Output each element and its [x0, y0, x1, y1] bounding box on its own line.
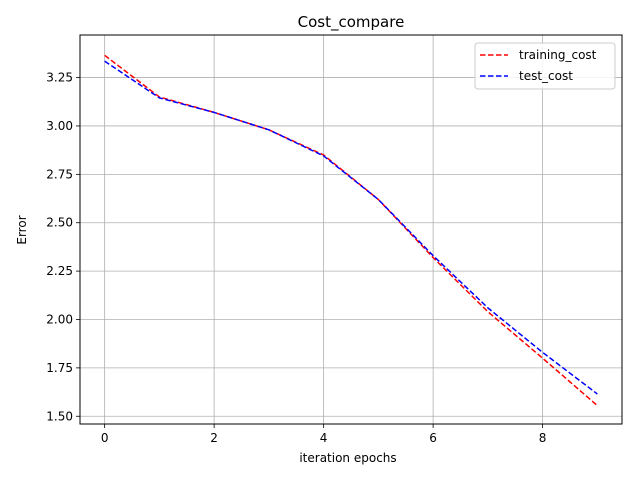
legend: training_cost test_cost: [474, 42, 616, 90]
x-tick-label: 6: [429, 431, 437, 445]
y-tick-label: 2.00: [46, 312, 73, 326]
axis-ticks: 0 2 4 6 8 1.50 1.75 2.00 2.25 2.50 2.75 3.00 3.25: [46, 71, 546, 445]
series-line-test-cost: [104, 60, 598, 395]
legend-box: [474, 42, 616, 90]
plot-frame: [79, 34, 623, 425]
y-tick-label: 3.25: [46, 71, 73, 85]
y-axis-title: Error: [15, 215, 29, 244]
x-tick-label: 2: [210, 431, 218, 445]
x-tick-label: 4: [320, 431, 328, 445]
x-tick-label: 8: [539, 431, 547, 445]
y-tick-label: 1.75: [46, 361, 73, 375]
series-line-training-cost: [104, 54, 598, 407]
x-axis-title: iteration epochs: [299, 451, 396, 465]
y-tick-label: 2.75: [46, 167, 73, 181]
grid-lines: [80, 35, 622, 424]
y-tick-label: 2.50: [46, 216, 73, 230]
legend-label-training-cost: training_cost: [519, 48, 597, 62]
chart-title: Cost_compare: [298, 13, 405, 32]
y-tick-label: 1.50: [46, 409, 73, 423]
x-tick-label: 0: [101, 431, 109, 445]
legend-label-test-cost: test_cost: [519, 69, 573, 83]
series-lines: [104, 54, 598, 407]
y-tick-label: 2.25: [46, 264, 73, 278]
y-tick-label: 3.00: [46, 119, 73, 133]
